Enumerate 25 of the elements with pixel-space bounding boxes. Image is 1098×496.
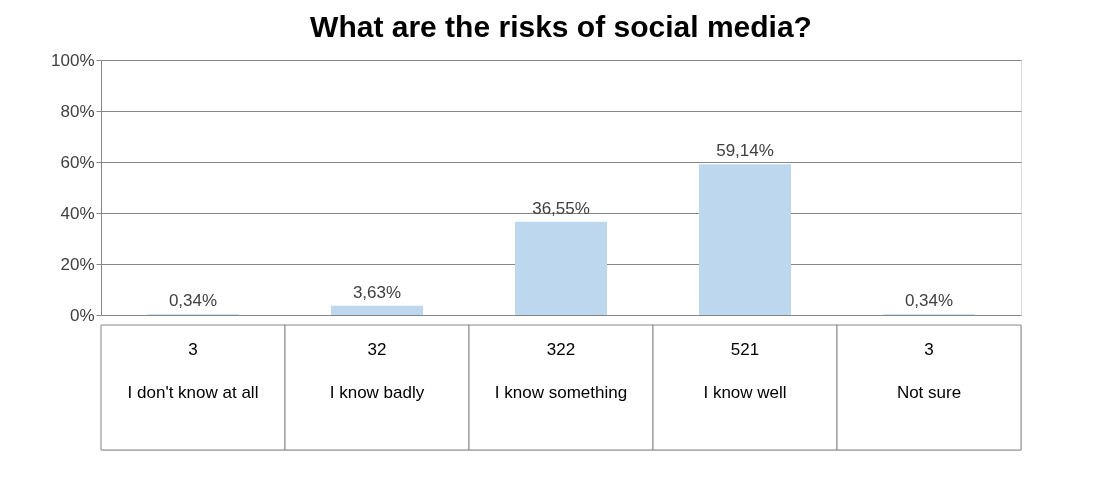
data-label: 3,63% xyxy=(352,282,402,302)
y-tick-label: 60% xyxy=(60,152,95,172)
data-label: 36,55% xyxy=(532,198,590,218)
bar xyxy=(515,221,607,315)
data-label: 59,14% xyxy=(716,141,774,161)
text: 521 xyxy=(730,340,760,359)
y-tick-label: 80% xyxy=(60,101,95,121)
chart-title: What are the risks of social media? xyxy=(310,10,812,43)
x-tick-label: I know well xyxy=(703,383,787,402)
bar xyxy=(699,164,791,315)
text: 3 xyxy=(924,340,934,359)
text: 322 xyxy=(546,340,576,359)
x-tick-label: I know something xyxy=(494,383,628,402)
y-tick-label: 100% xyxy=(51,50,95,70)
y-tick-label: 20% xyxy=(60,254,95,274)
data-label: 0,34% xyxy=(168,291,218,311)
text: 32 xyxy=(367,340,387,359)
y-tick-label: 0% xyxy=(69,305,95,325)
text: 3 xyxy=(188,340,198,359)
y-tick-label: 40% xyxy=(60,203,95,223)
bar xyxy=(331,305,423,315)
x-tick-label: Not sure xyxy=(896,383,962,402)
data-label: 0,34% xyxy=(904,291,954,311)
x-tick-label: I don't know at all xyxy=(127,383,259,402)
x-tick-label: I know badly xyxy=(329,383,425,402)
